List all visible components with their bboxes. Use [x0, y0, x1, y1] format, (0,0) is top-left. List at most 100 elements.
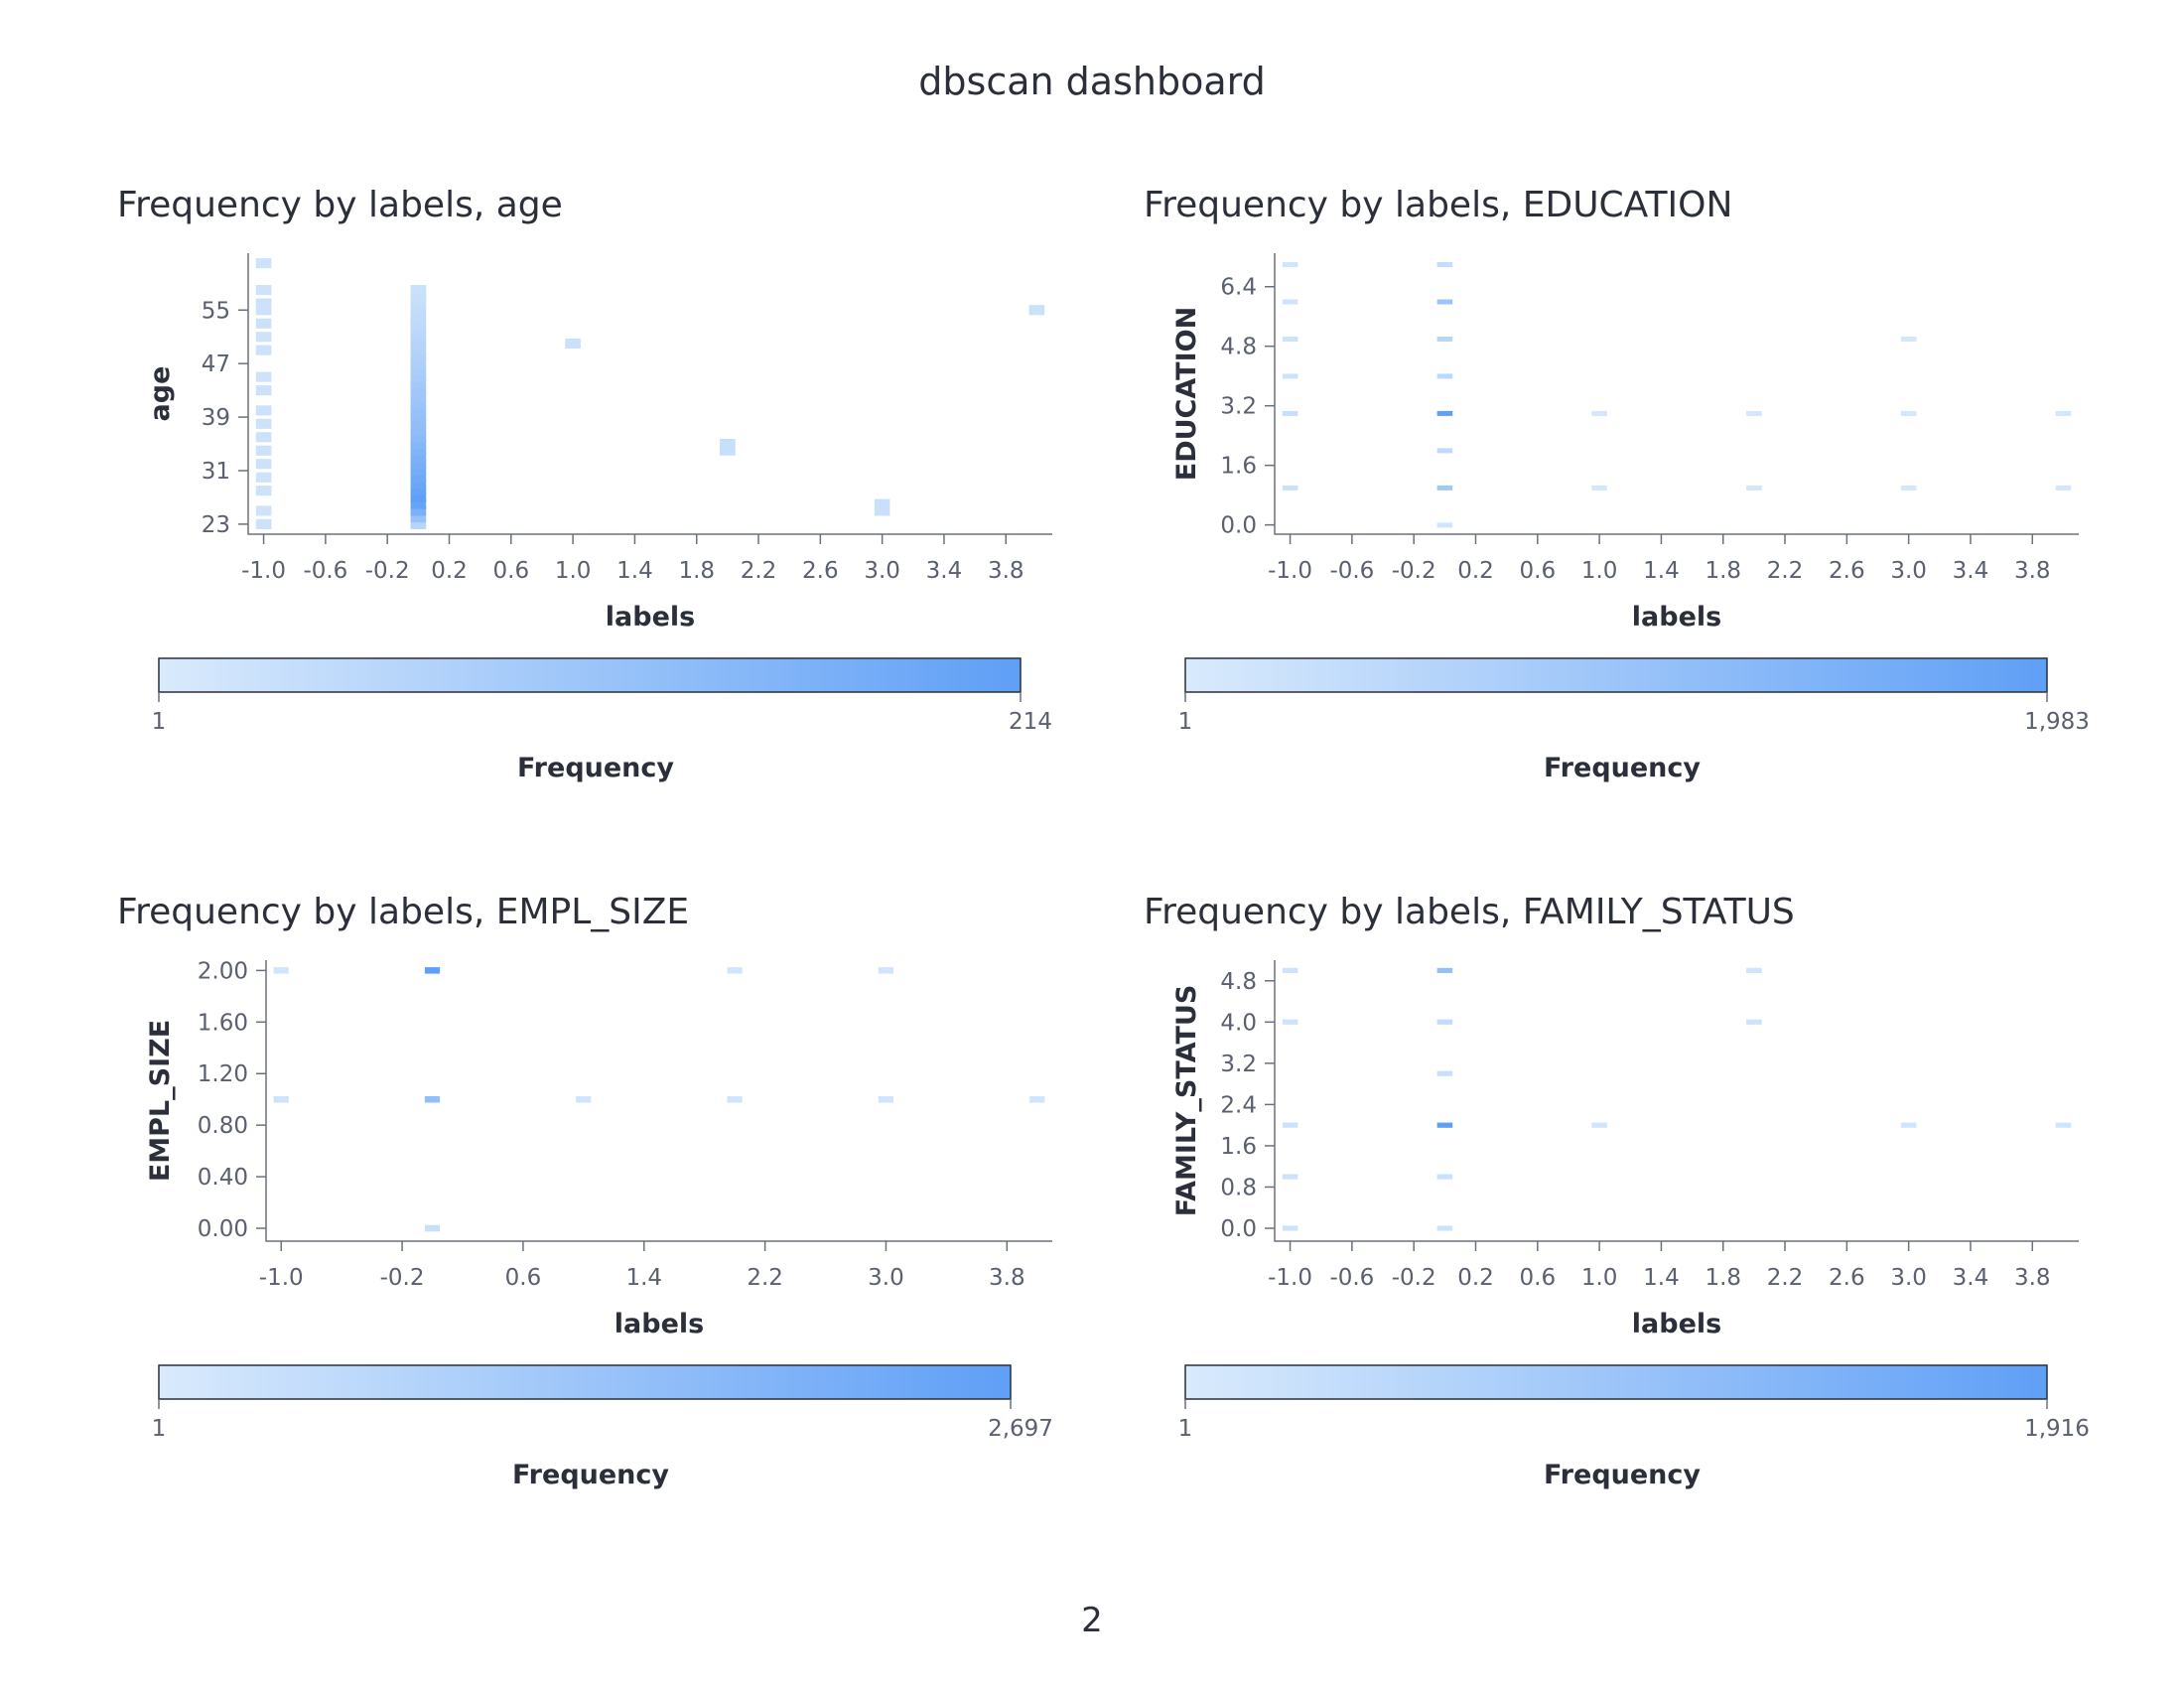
heatmap-cell: [410, 439, 427, 450]
heatmap-cell: [1436, 1070, 1453, 1076]
y-tick-label: 1.6: [1220, 454, 1257, 480]
x-tick-label: 1.4: [1643, 558, 1680, 584]
heatmap-cell: [1282, 1174, 1298, 1180]
heatmap-cell: [255, 486, 272, 496]
y-tick-label: 55: [202, 298, 230, 324]
legend-max-label: 2,697: [988, 1416, 1053, 1442]
heatmap-cell: [1591, 1122, 1607, 1128]
legend-title: Frequency: [517, 753, 674, 783]
x-tick-label: 2.2: [747, 1265, 783, 1291]
heatmap-cell: [255, 305, 272, 316]
x-tick-label: 2.6: [1829, 1265, 1865, 1291]
heatmap-cell: [1282, 410, 1298, 416]
axis-lines: [265, 960, 1052, 1242]
heatmap-cell: [1028, 305, 1045, 316]
heatmap-cell: [410, 298, 427, 309]
legend-min-label: 1: [152, 709, 167, 735]
heatmap-cells: [273, 967, 1045, 1232]
y-tick-label: 2.4: [1220, 1092, 1257, 1118]
heatmap-cell: [720, 439, 736, 450]
heatmap-cell: [1282, 299, 1298, 305]
x-tick-label: 2.6: [1829, 558, 1865, 584]
chart-title: Frequency by labels, EDUCATION: [1144, 185, 1732, 225]
x-tick-label: -1.0: [241, 558, 286, 584]
heatmap-cell: [410, 472, 427, 483]
heatmap-cell: [410, 412, 427, 423]
heatmap-cell: [255, 432, 272, 443]
heatmap-cell: [273, 1096, 289, 1103]
y-axis-title: FAMILY_STATUS: [1171, 985, 1202, 1217]
heatmap-cell: [410, 512, 427, 523]
heatmap-cell: [410, 492, 427, 502]
legend-min-label: 1: [152, 1416, 167, 1442]
heatmap-cell: [410, 291, 427, 302]
heatmap-cell: [410, 338, 427, 349]
heatmap-cell: [255, 298, 272, 309]
chart-title: Frequency by labels, EMPL_SIZE: [117, 892, 689, 932]
legend-title: Frequency: [512, 1460, 669, 1490]
heatmap-cell: [1746, 485, 1762, 491]
heatmap-cell: [1436, 1225, 1453, 1231]
heatmap-cell: [1591, 410, 1607, 416]
heatmap-cell: [410, 418, 427, 429]
y-tick-label: 3.2: [1220, 394, 1257, 420]
x-tick-label: 0.2: [1457, 1265, 1494, 1291]
heatmap-cell: [1282, 1019, 1298, 1025]
y-tick-label: 0.0: [1220, 513, 1257, 539]
legend-title: Frequency: [1544, 1460, 1701, 1490]
heatmap-cell: [410, 364, 427, 375]
heatmap-cell: [410, 385, 427, 396]
chart-panel-3: Frequency by labels, EMPL_SIZE -1.0 -0.2 0.…: [117, 892, 1053, 1490]
page-number: 2: [1081, 1601, 1103, 1640]
heatmap-cell: [2055, 485, 2072, 491]
axis-lines: [247, 253, 1052, 535]
heatmap-cell: [1900, 337, 1917, 342]
heatmap-cell: [410, 432, 427, 443]
heatmap-cell: [424, 1224, 441, 1232]
heatmap-cell: [410, 352, 427, 362]
axis-lines: [1274, 960, 2079, 1242]
heatmap-cell: [874, 505, 890, 516]
dashboard-title: dbscan dashboard: [918, 60, 1266, 103]
heatmap-cell: [410, 459, 427, 470]
heatmap-cell: [410, 405, 427, 416]
heatmap-cell: [874, 498, 890, 509]
heatmap-cell: [410, 445, 427, 456]
y-tick-label: 4.8: [1220, 335, 1257, 360]
y-tick-label: 1.6: [1220, 1134, 1257, 1160]
x-tick-label: -0.2: [380, 1265, 425, 1291]
heatmap-cell: [410, 378, 427, 389]
heatmap-cell: [410, 498, 427, 509]
heatmap-cell: [1436, 448, 1453, 454]
heatmap-cell: [410, 285, 427, 296]
legend-min-label: 1: [1178, 709, 1193, 735]
heatmap-cell: [424, 1096, 441, 1103]
x-tick-label: 3.8: [989, 1265, 1025, 1291]
heatmap-cell: [1436, 410, 1453, 416]
heatmap-cell: [410, 312, 427, 323]
x-tick-label: 0.6: [1520, 1265, 1557, 1291]
heatmap-cell: [255, 459, 272, 470]
legend-title: Frequency: [1544, 753, 1701, 783]
x-tick-label: 2.2: [1767, 558, 1804, 584]
chart-panel-2: Frequency by labels, EDUCATION -1.0 -0.6 -0…: [1144, 185, 2090, 783]
legend-max-label: 1,983: [2024, 709, 2090, 735]
y-tick-label: 2.00: [198, 958, 248, 984]
y-tick-label: 4.8: [1220, 969, 1257, 995]
x-axis-title: labels: [1632, 602, 1721, 633]
x-tick-label: 1.8: [1705, 1265, 1741, 1291]
x-tick-label: -0.6: [1329, 1265, 1374, 1291]
heatmap-cell: [410, 452, 427, 463]
heatmap-cell: [1900, 410, 1917, 416]
y-tick-label: 1.60: [198, 1010, 248, 1036]
x-tick-label: 1.8: [1705, 558, 1741, 584]
y-tick-label: 0.80: [198, 1113, 248, 1139]
heatmap-cell: [255, 405, 272, 416]
x-tick-label: -0.2: [1392, 558, 1436, 584]
heatmap-cell: [255, 445, 272, 456]
x-tick-label: 3.0: [1890, 558, 1927, 584]
x-tick-label: 1.0: [1581, 1265, 1618, 1291]
x-tick-label: -0.2: [1392, 1265, 1436, 1291]
x-tick-label: 1.8: [678, 558, 715, 584]
y-tick-label: 23: [202, 512, 230, 538]
